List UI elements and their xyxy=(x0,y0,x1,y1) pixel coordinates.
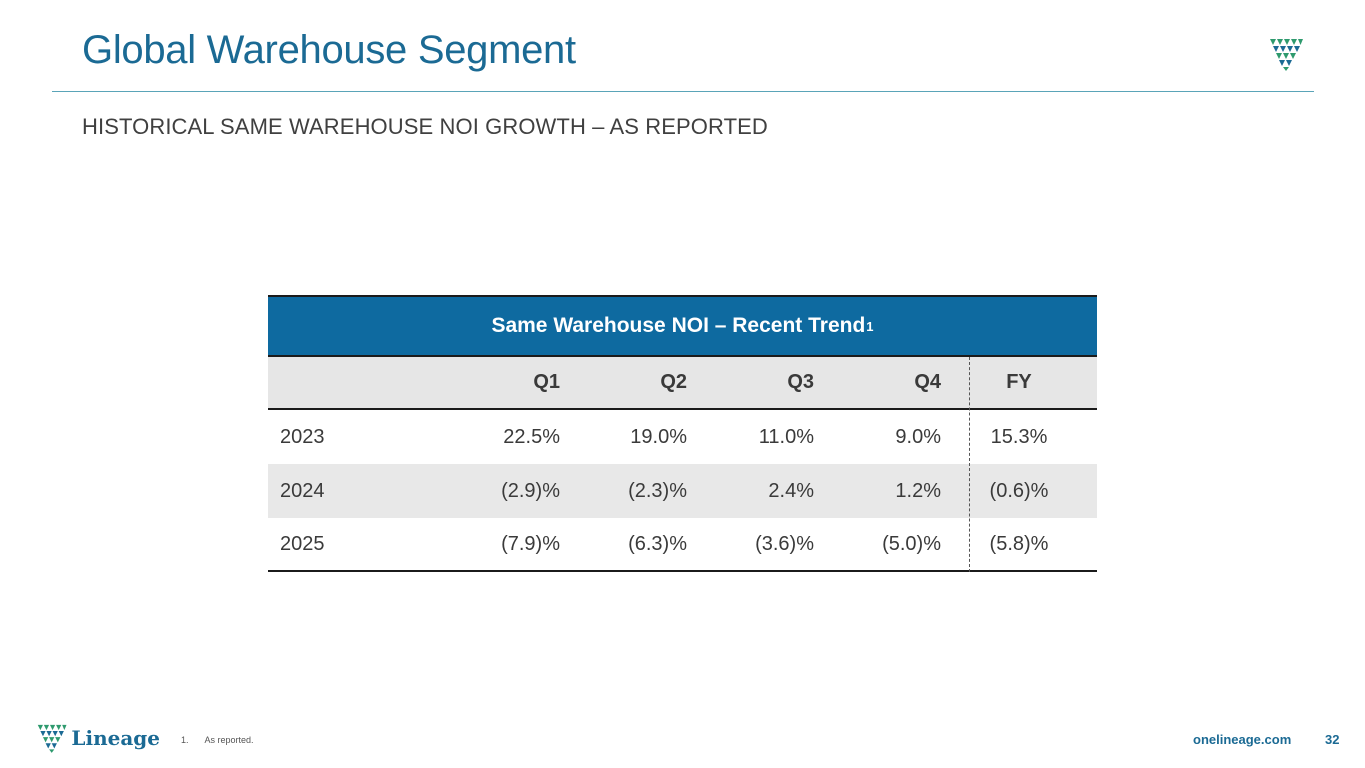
column-header-fy: FY xyxy=(1006,371,1032,393)
column-header-q4: Q4 xyxy=(914,371,941,393)
title-divider xyxy=(52,91,1314,92)
column-header-q3: Q3 xyxy=(787,371,814,393)
cell-fy: (5.8)% xyxy=(989,532,1049,555)
cell-q2: (6.3)% xyxy=(628,532,687,555)
cell-q3: 2.4% xyxy=(768,479,814,502)
cell-fy: (0.6)% xyxy=(989,479,1049,502)
cell-q2: 19.0% xyxy=(630,425,687,448)
cell-q3: 11.0% xyxy=(758,425,814,448)
cell-q4: 9.0% xyxy=(895,425,941,448)
column-header-q2: Q2 xyxy=(660,371,687,393)
fy-column-divider xyxy=(969,357,970,572)
cell-q1: 22.5% xyxy=(503,425,560,448)
row-year: 2025 xyxy=(280,532,325,555)
cell-q4: 1.2% xyxy=(895,479,941,502)
cell-q4: (5.0)% xyxy=(882,532,941,555)
table-title-text: Same Warehouse NOI – Recent Trend xyxy=(491,314,866,337)
footnote: 1. As reported. xyxy=(181,735,254,745)
footnote-text: As reported. xyxy=(204,735,254,745)
cell-q3: (3.6)% xyxy=(755,532,814,555)
section-subtitle: HISTORICAL SAME WAREHOUSE NOI GROWTH – A… xyxy=(82,114,768,139)
table-header-row: Q1 Q2 Q3 Q4 FY xyxy=(268,357,1097,410)
table-row: 2024 (2.9)% (2.3)% 2.4% 1.2% (0.6)% xyxy=(268,464,1097,518)
table-row: 2025 (7.9)% (6.3)% (3.6)% (5.0)% (5.8)% xyxy=(268,518,1097,572)
cell-q1: (7.9)% xyxy=(501,532,560,555)
cell-q2: (2.3)% xyxy=(628,479,687,502)
lineage-shield-icon xyxy=(37,724,67,753)
footer-logo-wordmark: Lineage xyxy=(71,726,160,750)
table-title-footnote-ref: 1 xyxy=(866,318,874,334)
row-year: 2023 xyxy=(280,425,325,448)
cell-q1: (2.9)% xyxy=(501,479,560,502)
table-title: Same Warehouse NOI – Recent Trend 1 xyxy=(268,295,1097,357)
column-header-q1: Q1 xyxy=(533,371,560,393)
lineage-shield-icon xyxy=(1270,39,1303,71)
footnote-number: 1. xyxy=(181,735,189,745)
page-number: 32 xyxy=(1325,732,1340,747)
website-link[interactable]: onelineage.com xyxy=(1193,732,1292,747)
noi-trend-table: Same Warehouse NOI – Recent Trend 1 Q1 Q2… xyxy=(268,295,1097,572)
page-title: Global Warehouse Segment xyxy=(82,28,576,72)
footer-logo: Lineage xyxy=(36,721,160,755)
cell-fy: 15.3% xyxy=(990,425,1048,448)
row-year: 2024 xyxy=(280,479,325,502)
table-row: 2023 22.5% 19.0% 11.0% 9.0% 15.3% xyxy=(268,410,1097,464)
